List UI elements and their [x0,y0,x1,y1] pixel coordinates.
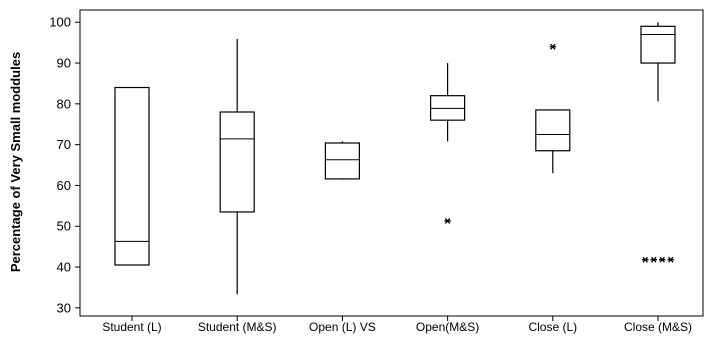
outlier-point [650,256,657,263]
y-tick-label: 30 [57,300,71,315]
x-category-label: Open(M&S) [416,320,479,334]
y-tick-label: 100 [49,15,71,30]
box-group [430,63,466,224]
x-category-label: Open (L) VS [309,320,376,334]
y-tick-label: 60 [57,178,71,193]
plot-frame [79,9,704,317]
box-group [640,22,676,263]
box [114,86,150,266]
outlier-point [667,256,674,263]
box-group [114,86,150,266]
x-axis: Student (L) Student (M&S) Open (L) VS Open(… [102,316,692,334]
y-tick-label: 40 [57,260,71,275]
x-category-label: Close (M&S) [624,320,692,334]
box [535,109,571,152]
outlier-point [549,43,556,50]
x-category-label: Close (L) [528,320,577,334]
box [640,25,676,64]
x-category-label: Student (L) [102,320,161,334]
x-category-label: Student (M&S) [198,320,277,334]
y-tick-label: 80 [57,96,71,111]
y-axis-label: Percentage of Very Small moddules [8,52,23,272]
box-group [535,43,571,174]
outlier-point [444,217,451,224]
y-tick-label: 70 [57,137,71,152]
outlier-point [659,256,666,263]
boxes [114,22,676,295]
box-group [324,141,360,180]
y-tick-label: 90 [57,56,71,71]
y-tick-label: 50 [57,219,71,234]
box [219,111,255,213]
outlier-point [642,256,649,263]
y-axis: 30 40 50 60 70 80 90 100 [49,15,80,315]
box-group [219,38,255,295]
box [324,142,360,180]
